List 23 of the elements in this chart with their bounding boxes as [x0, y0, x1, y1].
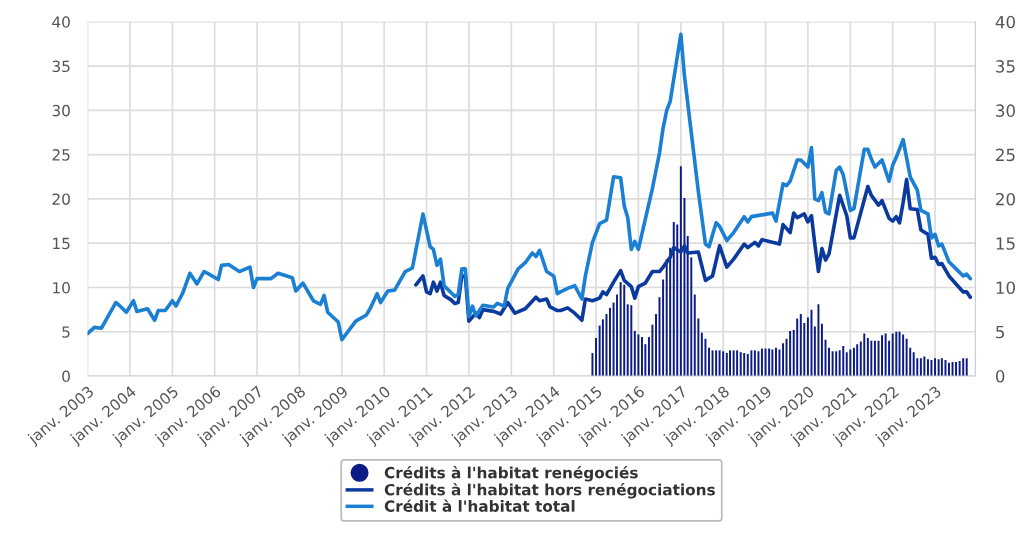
legend-label: Crédit à l'habitat total [384, 499, 575, 512]
y2-tick-label: 40 [995, 15, 1015, 29]
y2-tick-label: 10 [996, 281, 1015, 295]
line-series [87, 32, 973, 342]
y-tick-label: 25 [52, 149, 70, 161]
y-tick-label: 0 [62, 370, 70, 383]
y-tick-label: 35 [52, 60, 70, 73]
y2-tick-label: 5 [996, 325, 1004, 339]
y-tick-label: 10 [53, 281, 70, 294]
y-tick-label: 30 [52, 104, 70, 117]
y-tick-label: 5 [62, 326, 70, 338]
y2-tick-label: 35 [996, 60, 1015, 73]
y2-tick-label: 30 [996, 104, 1015, 117]
y2-tick-label: 25 [996, 148, 1015, 162]
y-tick-label: 15 [53, 237, 70, 250]
legend-label: Crédits à l'habitat renégociés [384, 465, 638, 482]
y2-tick-label: 0 [995, 370, 1005, 383]
legend-label: Crédits à l'habitat hors renégociations [384, 483, 715, 499]
y2-tick-label: 20 [996, 192, 1015, 206]
y-tick-label: 20 [52, 193, 70, 205]
y2-tick-label: 15 [996, 237, 1015, 250]
y-tick-label: 40 [52, 16, 70, 28]
line-series [414, 177, 973, 323]
